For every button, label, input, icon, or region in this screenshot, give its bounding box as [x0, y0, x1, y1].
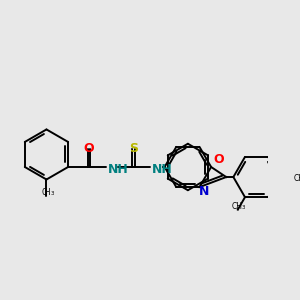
Text: CH: CH	[293, 174, 300, 183]
Text: CH: CH	[42, 188, 51, 197]
Text: 3: 3	[299, 169, 300, 174]
Text: NH: NH	[152, 163, 173, 176]
Text: CH: CH	[231, 202, 242, 211]
Text: 3: 3	[242, 205, 245, 210]
Text: O: O	[213, 153, 224, 166]
Text: 3: 3	[51, 191, 54, 196]
Text: NH: NH	[107, 163, 128, 176]
Text: O: O	[83, 142, 94, 155]
Text: S: S	[129, 142, 138, 155]
Text: N: N	[199, 185, 209, 198]
